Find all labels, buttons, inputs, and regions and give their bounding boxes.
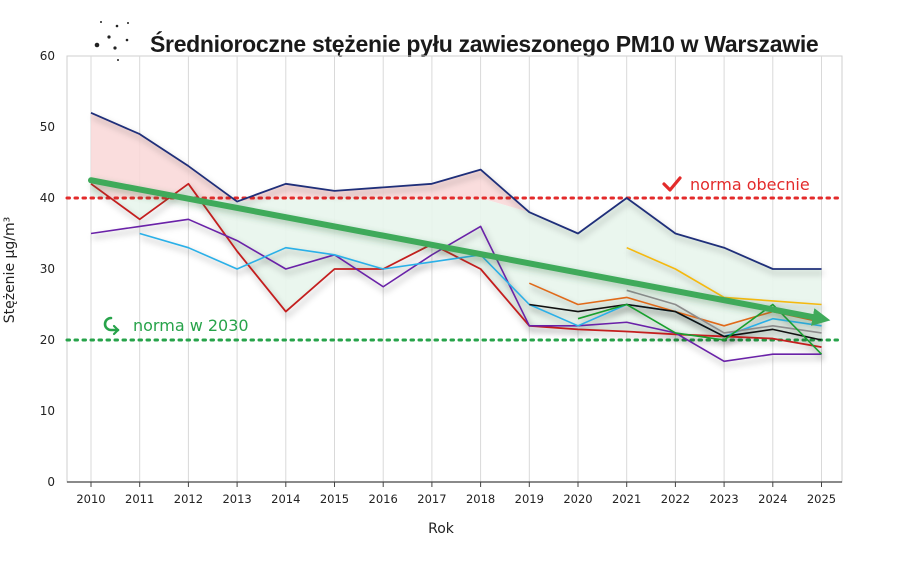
- norma-obecnie-text: norma obecnie: [690, 175, 810, 194]
- x-tick-label: 2012: [174, 492, 203, 506]
- x-tick-label: 2013: [222, 492, 251, 506]
- x-tick-label: 2024: [758, 492, 787, 506]
- series-shadow-max: [91, 114, 824, 276]
- title-dots-icon: [94, 21, 129, 61]
- checkmark-icon: [662, 176, 682, 192]
- return-arrow-icon: [103, 316, 120, 332]
- trend-arrow-line: [88, 177, 831, 326]
- norma-2030-text: norma w 2030: [133, 316, 249, 335]
- x-tick-label: 2019: [515, 492, 544, 506]
- x-tick-label: 2020: [563, 492, 592, 506]
- series-shadow-stacja-fioletowa: [92, 220, 824, 368]
- y-tick-label: 20: [40, 333, 55, 347]
- y-tick-label: 60: [40, 49, 55, 63]
- series-line-max: [90, 111, 822, 270]
- chart-title: Średnioroczne stężenie pyłu zawieszonego…: [150, 30, 818, 57]
- series-line-stacja-fioletowa: [90, 218, 822, 363]
- series-shadow-stacja-czarna: [530, 305, 825, 347]
- y-tick-label: 40: [40, 191, 55, 205]
- y-tick-label: 50: [40, 120, 55, 134]
- x-tick-label: 2010: [76, 492, 105, 506]
- x-tick-label: 2016: [369, 492, 398, 506]
- axes: 0 10 20 30 40 50 60 2010 2011 2012 2013 2014 2015 201…: [40, 49, 842, 506]
- y-tick-label: 0: [47, 475, 55, 489]
- trend-line: [88, 177, 831, 327]
- x-axis-label: Rok: [428, 521, 455, 537]
- y-axis-label: Stężenie µg/m³: [2, 217, 18, 324]
- x-tick-label: 2017: [417, 492, 446, 506]
- x-tick-label: 2022: [661, 492, 690, 506]
- norma-2030-label: norma w 2030: [103, 316, 249, 336]
- y-tick-label: 10: [40, 404, 55, 418]
- x-tick-label: 2011: [125, 492, 154, 506]
- series-line-stacja-czarna: [529, 303, 822, 341]
- norma-obecnie-label: norma obecnie: [662, 175, 810, 194]
- x-tick-label: 2025: [807, 492, 836, 506]
- x-tick-label: 2015: [320, 492, 349, 506]
- series-line-stacja-szara: [626, 289, 822, 334]
- x-tick-label: 2023: [709, 492, 738, 506]
- above-norm-area: [91, 112, 822, 269]
- x-tick-label: 2018: [466, 492, 495, 506]
- x-tick-label: 2021: [612, 492, 641, 506]
- y-tick-label: 30: [40, 262, 55, 276]
- x-tick-label: 2014: [271, 492, 300, 506]
